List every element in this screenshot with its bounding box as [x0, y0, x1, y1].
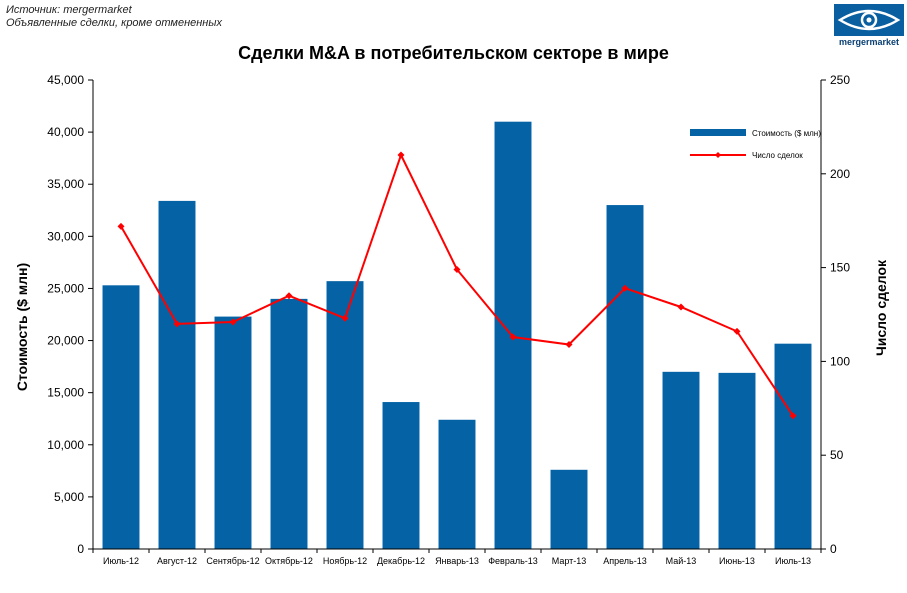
- y2-tick-label: 200: [830, 167, 850, 181]
- mergermarket-logo: mergermarket: [834, 4, 904, 50]
- y-tick-label: 45,000: [47, 73, 84, 87]
- y-tick-label: 20,000: [47, 334, 84, 348]
- bar: [270, 298, 308, 549]
- bar: [718, 372, 756, 549]
- eye-logo-icon: [834, 4, 904, 36]
- y2-tick-label: 0: [830, 542, 837, 556]
- legend-bar-label: Стоимость ($ млн): [752, 129, 821, 138]
- y2-tick-label: 150: [830, 261, 850, 275]
- line-point: [621, 284, 629, 292]
- line-point: [509, 333, 517, 341]
- y2-axis-title: Число сделок: [873, 259, 889, 356]
- line-point: [397, 151, 405, 159]
- y2-tick-label: 50: [830, 448, 844, 462]
- line-point: [285, 292, 293, 300]
- source-note: Источник: mergermarket Объявленные сделк…: [6, 4, 222, 30]
- chart-title: Сделки M&A в потребительском секторе в м…: [238, 43, 669, 63]
- line-point: [677, 303, 685, 311]
- bar: [158, 200, 196, 550]
- y2-tick-label: 250: [830, 73, 850, 87]
- x-tick-label: Июнь-13: [719, 556, 755, 566]
- line-point: [453, 265, 461, 273]
- x-tick-label: Июль-12: [103, 556, 139, 566]
- x-tick-label: Апрель-13: [603, 556, 647, 566]
- y-tick-label: 35,000: [47, 177, 84, 191]
- legend-line-label: Число сделок: [752, 151, 803, 160]
- x-tick-label: Октябрь-12: [265, 556, 313, 566]
- x-tick-label: Декабрь-12: [377, 556, 425, 566]
- bar: [214, 316, 252, 549]
- y-tick-label: 10,000: [47, 438, 84, 452]
- bar: [774, 343, 812, 549]
- bar: [550, 469, 588, 549]
- y-tick-label: 40,000: [47, 125, 84, 139]
- bar: [606, 205, 644, 550]
- logo-text: mergermarket: [838, 37, 900, 47]
- source-line-2: Объявленные сделки, кроме отмененных: [6, 17, 222, 29]
- line-point: [565, 341, 573, 349]
- x-tick-label: Сентябрь-12: [206, 556, 259, 566]
- bar: [326, 281, 364, 549]
- legend-line-marker: [715, 152, 721, 158]
- y-tick-label: 15,000: [47, 386, 84, 400]
- line-point: [733, 327, 741, 335]
- x-tick-label: Март-13: [552, 556, 587, 566]
- x-tick-label: Июль-13: [775, 556, 811, 566]
- x-tick-label: Февраль-13: [488, 556, 538, 566]
- bar: [382, 402, 420, 549]
- bar: [662, 371, 700, 549]
- source-line-1: Источник: mergermarket: [6, 4, 132, 16]
- legend: Стоимость ($ млн) Число сделок: [690, 129, 821, 160]
- y2-tick-label: 100: [830, 354, 850, 368]
- y-tick-label: 25,000: [47, 281, 84, 295]
- bar: [438, 419, 476, 549]
- bar-series: [102, 121, 812, 550]
- x-tick-label: Август-12: [157, 556, 197, 566]
- x-tick-label: Ноябрь-12: [323, 556, 367, 566]
- line-point: [341, 314, 349, 322]
- legend-bar-swatch: [690, 129, 746, 136]
- line-series: [117, 151, 797, 420]
- line-point: [173, 320, 181, 328]
- line-point: [229, 318, 237, 326]
- line-point: [789, 412, 797, 420]
- y-tick-label: 30,000: [47, 229, 84, 243]
- x-tick-label: Май-13: [666, 556, 697, 566]
- y-tick-label: 5,000: [54, 490, 84, 504]
- y-tick-label: 0: [77, 542, 84, 556]
- x-tick-label: Январь-13: [435, 556, 479, 566]
- bar: [102, 285, 140, 549]
- line-point: [117, 222, 125, 230]
- y-axis-title: Стоимость ($ млн): [14, 263, 30, 391]
- axes: 0 5,000 10,000 15,000 20,000 25,000 30,000 35,0…: [47, 73, 850, 566]
